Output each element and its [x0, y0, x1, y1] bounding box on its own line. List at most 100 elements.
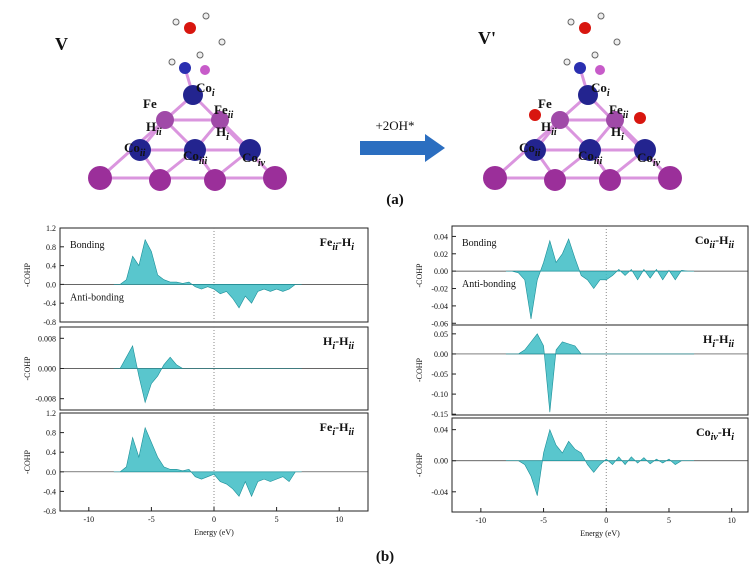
y-tick-label: 1.2 [46, 224, 56, 233]
y-axis-label: -COHP [415, 357, 424, 382]
annotation: Anti-bonding [70, 292, 124, 303]
y-tick-label: 0.008 [38, 334, 56, 343]
label-v-prime: V' [478, 28, 496, 48]
subscript: i [731, 432, 734, 443]
y-tick-label: -0.4 [43, 299, 56, 308]
x-axis-label: Energy (eV) [580, 529, 620, 538]
label-part: H [216, 124, 226, 139]
y-tick-label: -0.04 [431, 488, 448, 497]
y-axis-label: -COHP [23, 449, 32, 474]
annotation: Bonding [70, 240, 104, 251]
y-axis-label: -COHP [23, 356, 32, 381]
y-tick-label: -0.02 [431, 285, 448, 294]
label-part: Co [519, 140, 535, 155]
subscript: ii [728, 339, 734, 350]
label-part: H [541, 119, 551, 134]
subscript: i [607, 88, 610, 99]
label-part: Co [196, 80, 212, 95]
x-tick-label: -5 [540, 516, 547, 525]
cohp-area [506, 430, 694, 496]
subscript: iii [594, 156, 603, 167]
y-tick-label: 0.00 [434, 267, 448, 276]
label-part: Co [242, 150, 258, 165]
arrow-label: +2OH* [375, 118, 414, 133]
subscript: ii [551, 127, 557, 138]
atom-label: Fe [143, 96, 157, 111]
label-part: Co [637, 150, 653, 165]
x-tick-label: 0 [212, 515, 216, 524]
panel-title: Hi-Hii [703, 332, 734, 350]
x-tick-label: -5 [148, 515, 155, 524]
y-tick-label: 0.04 [434, 232, 448, 241]
y-axis-label: -COHP [415, 452, 424, 477]
panel-a: (a) [386, 192, 404, 208]
y-tick-label: 0.4 [46, 262, 56, 271]
subscript: iv [653, 158, 661, 169]
y-tick-label: -0.06 [431, 319, 448, 328]
cohp-area [114, 346, 302, 403]
x-tick-label: 10 [335, 515, 343, 524]
y-tick-label: 0.04 [434, 426, 448, 435]
cohp-area [506, 239, 694, 319]
label-part: -H [335, 334, 349, 348]
label-part: -H [718, 425, 732, 439]
label-part: -H [338, 235, 352, 249]
subscript: ii [348, 427, 354, 438]
panel-b: (b) [376, 549, 394, 565]
label-part: Fe [143, 96, 157, 111]
x-axis-label: Energy (eV) [194, 528, 234, 537]
subscript: i [212, 88, 215, 99]
x-tick-label: 5 [667, 516, 671, 525]
panel-title: Coiv-Hi [696, 425, 734, 443]
subscript: i [226, 132, 229, 143]
label-part: -H [715, 332, 729, 346]
subscript: ii [623, 110, 629, 121]
subscript: ii [156, 127, 162, 138]
y-tick-label: -0.10 [431, 390, 448, 399]
panel-title: Feii-Hi [320, 235, 355, 253]
oh-atom [634, 112, 646, 124]
panel-title: Coii-Hii [695, 233, 734, 251]
y-tick-label: 0.8 [46, 243, 56, 252]
y-tick-label: -0.04 [431, 302, 448, 311]
subscript: iii [199, 156, 208, 167]
label-v: V [55, 34, 68, 54]
label-part: H [611, 124, 621, 139]
y-tick-label: -0.8 [43, 507, 56, 516]
subscript: ii [140, 148, 146, 159]
label-part: Fe [320, 235, 333, 249]
x-tick-label: -10 [476, 516, 487, 525]
y-axis-label: -COHP [23, 262, 32, 287]
y-tick-label: 0.8 [46, 429, 56, 438]
cohp-area [114, 240, 302, 308]
cohp-area [506, 334, 694, 412]
x-tick-label: -10 [83, 515, 94, 524]
cohp-area [114, 428, 302, 497]
figure: V V' +2OH* (a) (b) CoiFeFeiiHiiHiCoiiCoi… [0, 0, 752, 566]
annotation: Bonding [462, 238, 496, 249]
y-tick-label: -0.4 [43, 487, 56, 496]
y-tick-label: 0.0 [46, 280, 56, 289]
atom-label: Fe [538, 96, 552, 111]
subscript: ii [228, 110, 234, 121]
atom-label: Coiv [637, 150, 661, 169]
label-part: Fe [609, 102, 623, 117]
arrow [360, 134, 445, 162]
subscript: ii [348, 341, 354, 352]
x-tick-label: 5 [275, 515, 279, 524]
y-axis-label: -COHP [415, 263, 424, 288]
subscript: ii [535, 148, 541, 159]
subscript: i [351, 242, 354, 253]
label-part: Fe [320, 420, 333, 434]
label-part: Co [183, 148, 199, 163]
label-part: Co [591, 80, 607, 95]
label-part: Fe [214, 102, 228, 117]
panel-title: Fei-Hii [320, 420, 355, 438]
subscript: i [621, 132, 624, 143]
page: {"diagram":{"left_title":"V","right_titl… [0, 0, 752, 566]
label-part: H [146, 119, 156, 134]
x-tick-label: 10 [728, 516, 736, 525]
label-part: Co [578, 148, 594, 163]
x-tick-label: 0 [604, 516, 608, 525]
label-part: Co [696, 425, 711, 439]
